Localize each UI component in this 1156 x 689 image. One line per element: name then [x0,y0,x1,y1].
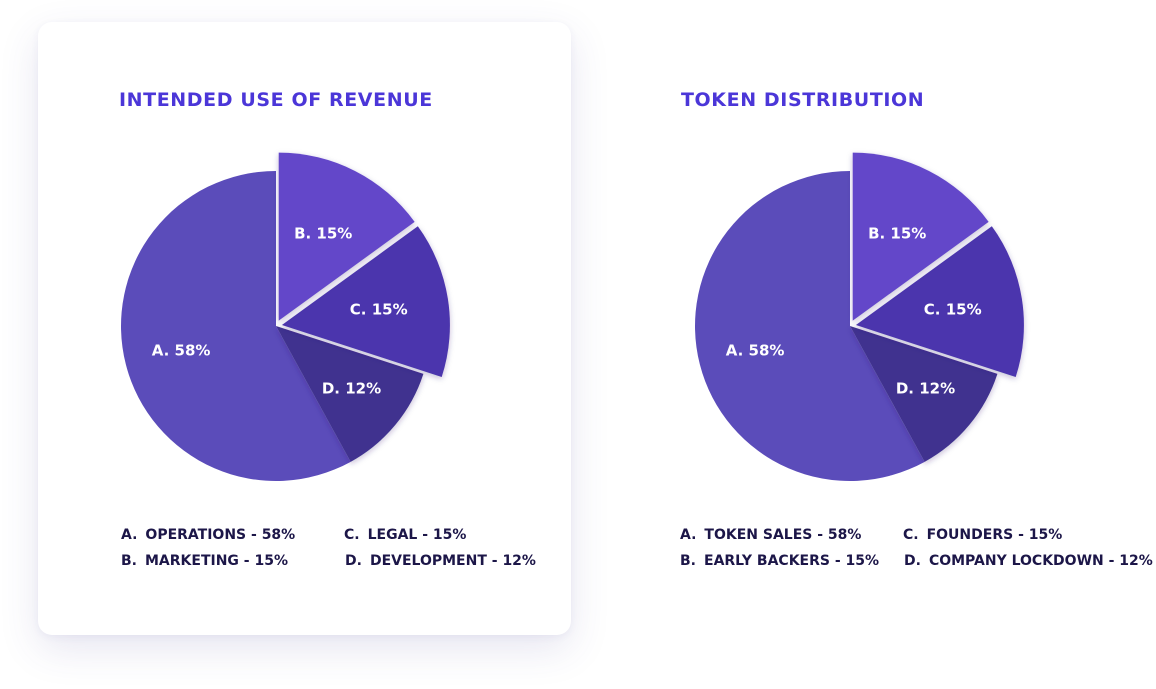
legend-letter: D. [904,553,921,569]
token-legend-d: D. COMPANY LOCKDOWN - 12% [904,552,1153,570]
legend-letter: A. [680,527,697,543]
pie-slice-b [278,152,415,321]
revenue-pie-chart: B. 15% C. 15% D. 12% A. 58% [121,152,450,482]
pie-slice-d [276,326,424,462]
legend-letter: B. [121,553,137,569]
pie-label-a: A. 58% [726,341,785,359]
revenue-legend-b: B. MARKETING - 15% [121,552,288,570]
pie-slice-c [855,226,1024,377]
token-legend-c: C. FOUNDERS - 15% [903,526,1062,544]
token-legend-a: A. TOKEN SALES - 58% [680,526,861,544]
pie-slice-d [850,326,998,462]
legend-letter: C. [344,527,360,543]
token-pie-chart: B. 15% C. 15% D. 12% A. 58% [695,152,1024,482]
token-legend-b: B. EARLY BACKERS - 15% [680,552,879,570]
pie-slice-a [121,171,351,482]
legend-label: MARKETING - 15% [145,553,288,569]
pie-label-c: C. 15% [350,301,408,319]
revenue-legend-d: D. DEVELOPMENT - 12% [345,552,536,570]
legend-letter: A. [121,527,138,543]
pie-label-d: D. 12% [896,380,955,398]
legend-letter: C. [903,527,919,543]
legend-letter: B. [680,553,696,569]
pie-slice-c [281,226,450,377]
legend-label: TOKEN SALES - 58% [704,527,862,543]
legend-label: EARLY BACKERS - 15% [704,553,880,569]
pie-slice-a [695,171,925,482]
legend-label: OPERATIONS - 58% [145,527,296,543]
token-chart-title: TOKEN DISTRIBUTION [681,89,925,111]
pie-label-c: C. 15% [924,301,982,319]
revenue-legend-c: C. LEGAL - 15% [344,526,466,544]
revenue-legend-a: A. OPERATIONS - 58% [121,526,295,544]
legend-label: LEGAL - 15% [367,527,467,543]
legend-label: FOUNDERS - 15% [926,527,1063,543]
revenue-chart-title: INTENDED USE OF REVENUE [119,89,433,111]
pie-label-b: B. 15% [294,224,352,242]
legend-label: DEVELOPMENT - 12% [369,553,536,569]
pie-label-d: D. 12% [322,380,381,398]
pie-slice-b [852,152,989,321]
legend-letter: D. [345,553,362,569]
legend-label: COMPANY LOCKDOWN - 12% [928,553,1153,569]
pie-label-a: A. 58% [152,341,211,359]
pie-label-b: B. 15% [868,224,926,242]
